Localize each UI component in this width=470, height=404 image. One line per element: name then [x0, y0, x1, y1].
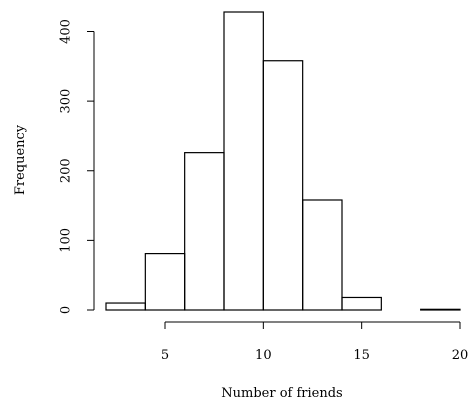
histogram-bar-10-12: [262, 60, 304, 311]
histogram-bar-2-4: [105, 302, 146, 311]
y-tick-label-0: 0: [59, 306, 74, 314]
y-tick-label-200: 200: [59, 158, 74, 183]
x-tick-label-5: 5: [161, 348, 169, 363]
x-tick-label-10: 10: [255, 348, 272, 363]
histogram-bar-12-14: [302, 199, 343, 311]
x-axis: 5 10 15 20: [161, 321, 469, 363]
y-axis-label: Frequency: [13, 124, 28, 195]
y-tick-label-300: 300: [59, 89, 74, 114]
histogram-bar-6-8: [184, 152, 225, 311]
y-tick-label-100: 100: [59, 228, 74, 253]
x-axis-label: Number of friends: [221, 386, 342, 401]
y-axis: 0 100 200 300 400: [59, 19, 95, 314]
histogram-bar-18-20: [420, 308, 461, 311]
y-tick-label-400: 400: [59, 19, 74, 44]
histogram-bar-4-6: [144, 253, 186, 311]
x-tick-label-20: 20: [452, 348, 469, 363]
histogram-bar-8-10: [223, 11, 264, 311]
histogram-bar-14-16: [341, 296, 382, 311]
x-tick-label-15: 15: [353, 348, 370, 363]
histogram-bars: [105, 11, 461, 311]
